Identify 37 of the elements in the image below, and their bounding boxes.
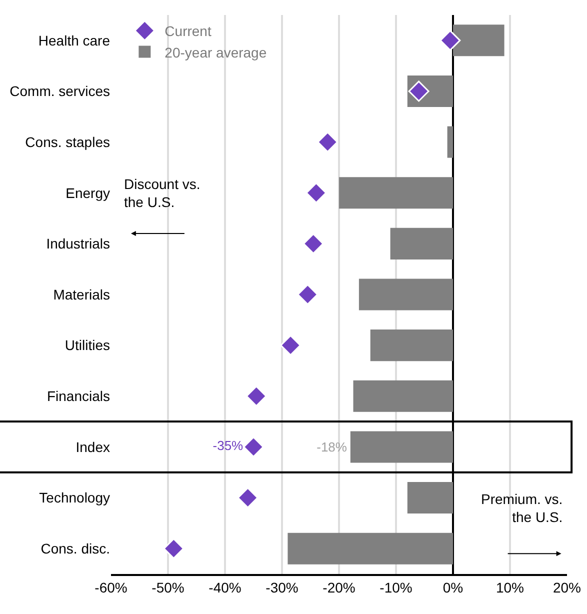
x-tick-label: -30% — [266, 580, 298, 596]
point — [243, 436, 264, 458]
point — [297, 284, 318, 305]
x-tick-label: -10% — [380, 580, 412, 596]
x-tick-label: 20% — [552, 580, 582, 596]
x-tick-label: -60% — [94, 580, 128, 596]
x-tick-label: 10% — [496, 580, 524, 596]
y-tick-label: Cons. disc. — [40, 540, 110, 556]
point — [408, 80, 430, 102]
x-tick-label: -40% — [208, 580, 242, 596]
data-label: -35% — [212, 438, 244, 454]
data-label: -18% — [316, 439, 348, 454]
y-tick-label: Industrials — [46, 236, 110, 252]
y-tick-label: Materials — [53, 286, 110, 302]
annotation: Discount vs. the U.S. — [124, 176, 200, 210]
legend-label: 20-year average — [164, 44, 267, 60]
x-tick-label: 0% — [442, 580, 464, 596]
x-tick-label: -20% — [322, 580, 356, 596]
point — [306, 182, 327, 204]
annotation: Premium. vs. the U.S. — [481, 491, 563, 526]
point — [280, 334, 302, 356]
y-tick-label: Index — [76, 438, 110, 455]
point — [246, 386, 267, 407]
y-tick-label: Utilities — [64, 337, 110, 354]
y-tick-label: Technology — [39, 490, 110, 506]
y-tick-label: Financials — [46, 388, 110, 404]
point — [440, 30, 461, 51]
y-tick-label: Cons. staples — [25, 134, 110, 150]
y-tick-label: Comm. services — [10, 83, 110, 100]
point — [317, 132, 338, 153]
x-tick-label: -50% — [152, 580, 184, 596]
y-tick-label: Energy — [66, 184, 110, 201]
point — [163, 538, 184, 560]
y-tick-label: Health care — [38, 32, 110, 48]
point — [237, 487, 258, 508]
legend-label: Current — [164, 23, 212, 40]
point — [302, 233, 324, 254]
